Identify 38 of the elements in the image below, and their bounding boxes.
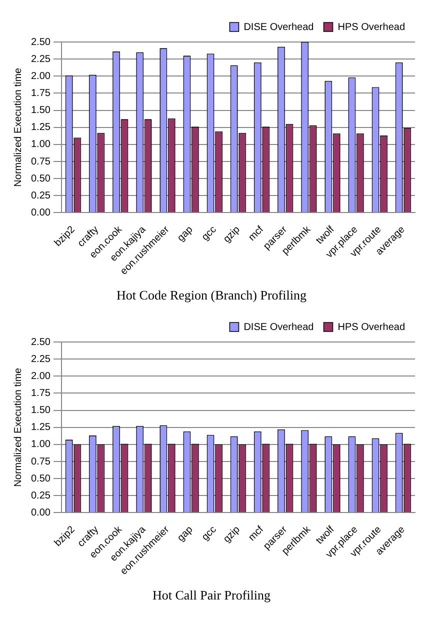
legend-label: HPS Overhead [338, 322, 406, 333]
y-tick-label: 2.00 [30, 70, 51, 82]
y-tick-label: 0.00 [30, 207, 51, 218]
y-tick-label: 2.00 [30, 370, 51, 382]
y-tick-label: 0.25 [30, 490, 51, 502]
x-tick-label: gcc [200, 224, 219, 244]
y-tick-label: 1.50 [30, 405, 51, 416]
legend-label: DISE Overhead [244, 22, 314, 33]
y-tick-label: 1.25 [30, 422, 51, 434]
y-tick-label: 2.25 [30, 54, 51, 65]
x-tick-label: gcc [200, 524, 219, 544]
x-tick-label: gap [176, 224, 196, 244]
x-tick-label: gzip [222, 224, 243, 246]
y-tick-label: 1.00 [30, 139, 51, 150]
legend-label: DISE Overhead [244, 322, 314, 333]
y-tick-label: 1.25 [30, 122, 51, 134]
y-axis-title: Normalized Execution time [12, 67, 24, 187]
y-tick-label: 2.50 [30, 36, 51, 48]
y-tick-label: 0.50 [30, 173, 51, 184]
y-tick-label: 0.00 [30, 507, 51, 518]
y-tick-label: 2.25 [30, 354, 51, 365]
y-tick-label: 1.50 [30, 105, 51, 116]
x-tick-label: gap [176, 524, 196, 544]
y-tick-label: 1.75 [30, 88, 51, 99]
y-tick-label: 2.50 [30, 336, 51, 348]
x-tick-label: mcf [246, 224, 266, 244]
y-axis-title: Normalized Execution time [12, 367, 24, 487]
x-tick-label: gzip [222, 524, 243, 546]
text: Hot Call Pair Profiling [152, 588, 272, 603]
y-tick-label: 0.25 [30, 190, 51, 202]
text: Hot Code Region (Branch) Profiling [116, 288, 307, 303]
y-tick-label: 1.00 [30, 439, 51, 450]
y-tick-label: 0.75 [30, 156, 51, 168]
y-tick-label: 1.75 [30, 388, 51, 399]
y-tick-label: 0.50 [30, 473, 51, 484]
y-tick-label: 0.75 [30, 456, 51, 468]
legend-label: HPS Overhead [338, 22, 406, 33]
x-tick-label: mcf [246, 524, 266, 544]
